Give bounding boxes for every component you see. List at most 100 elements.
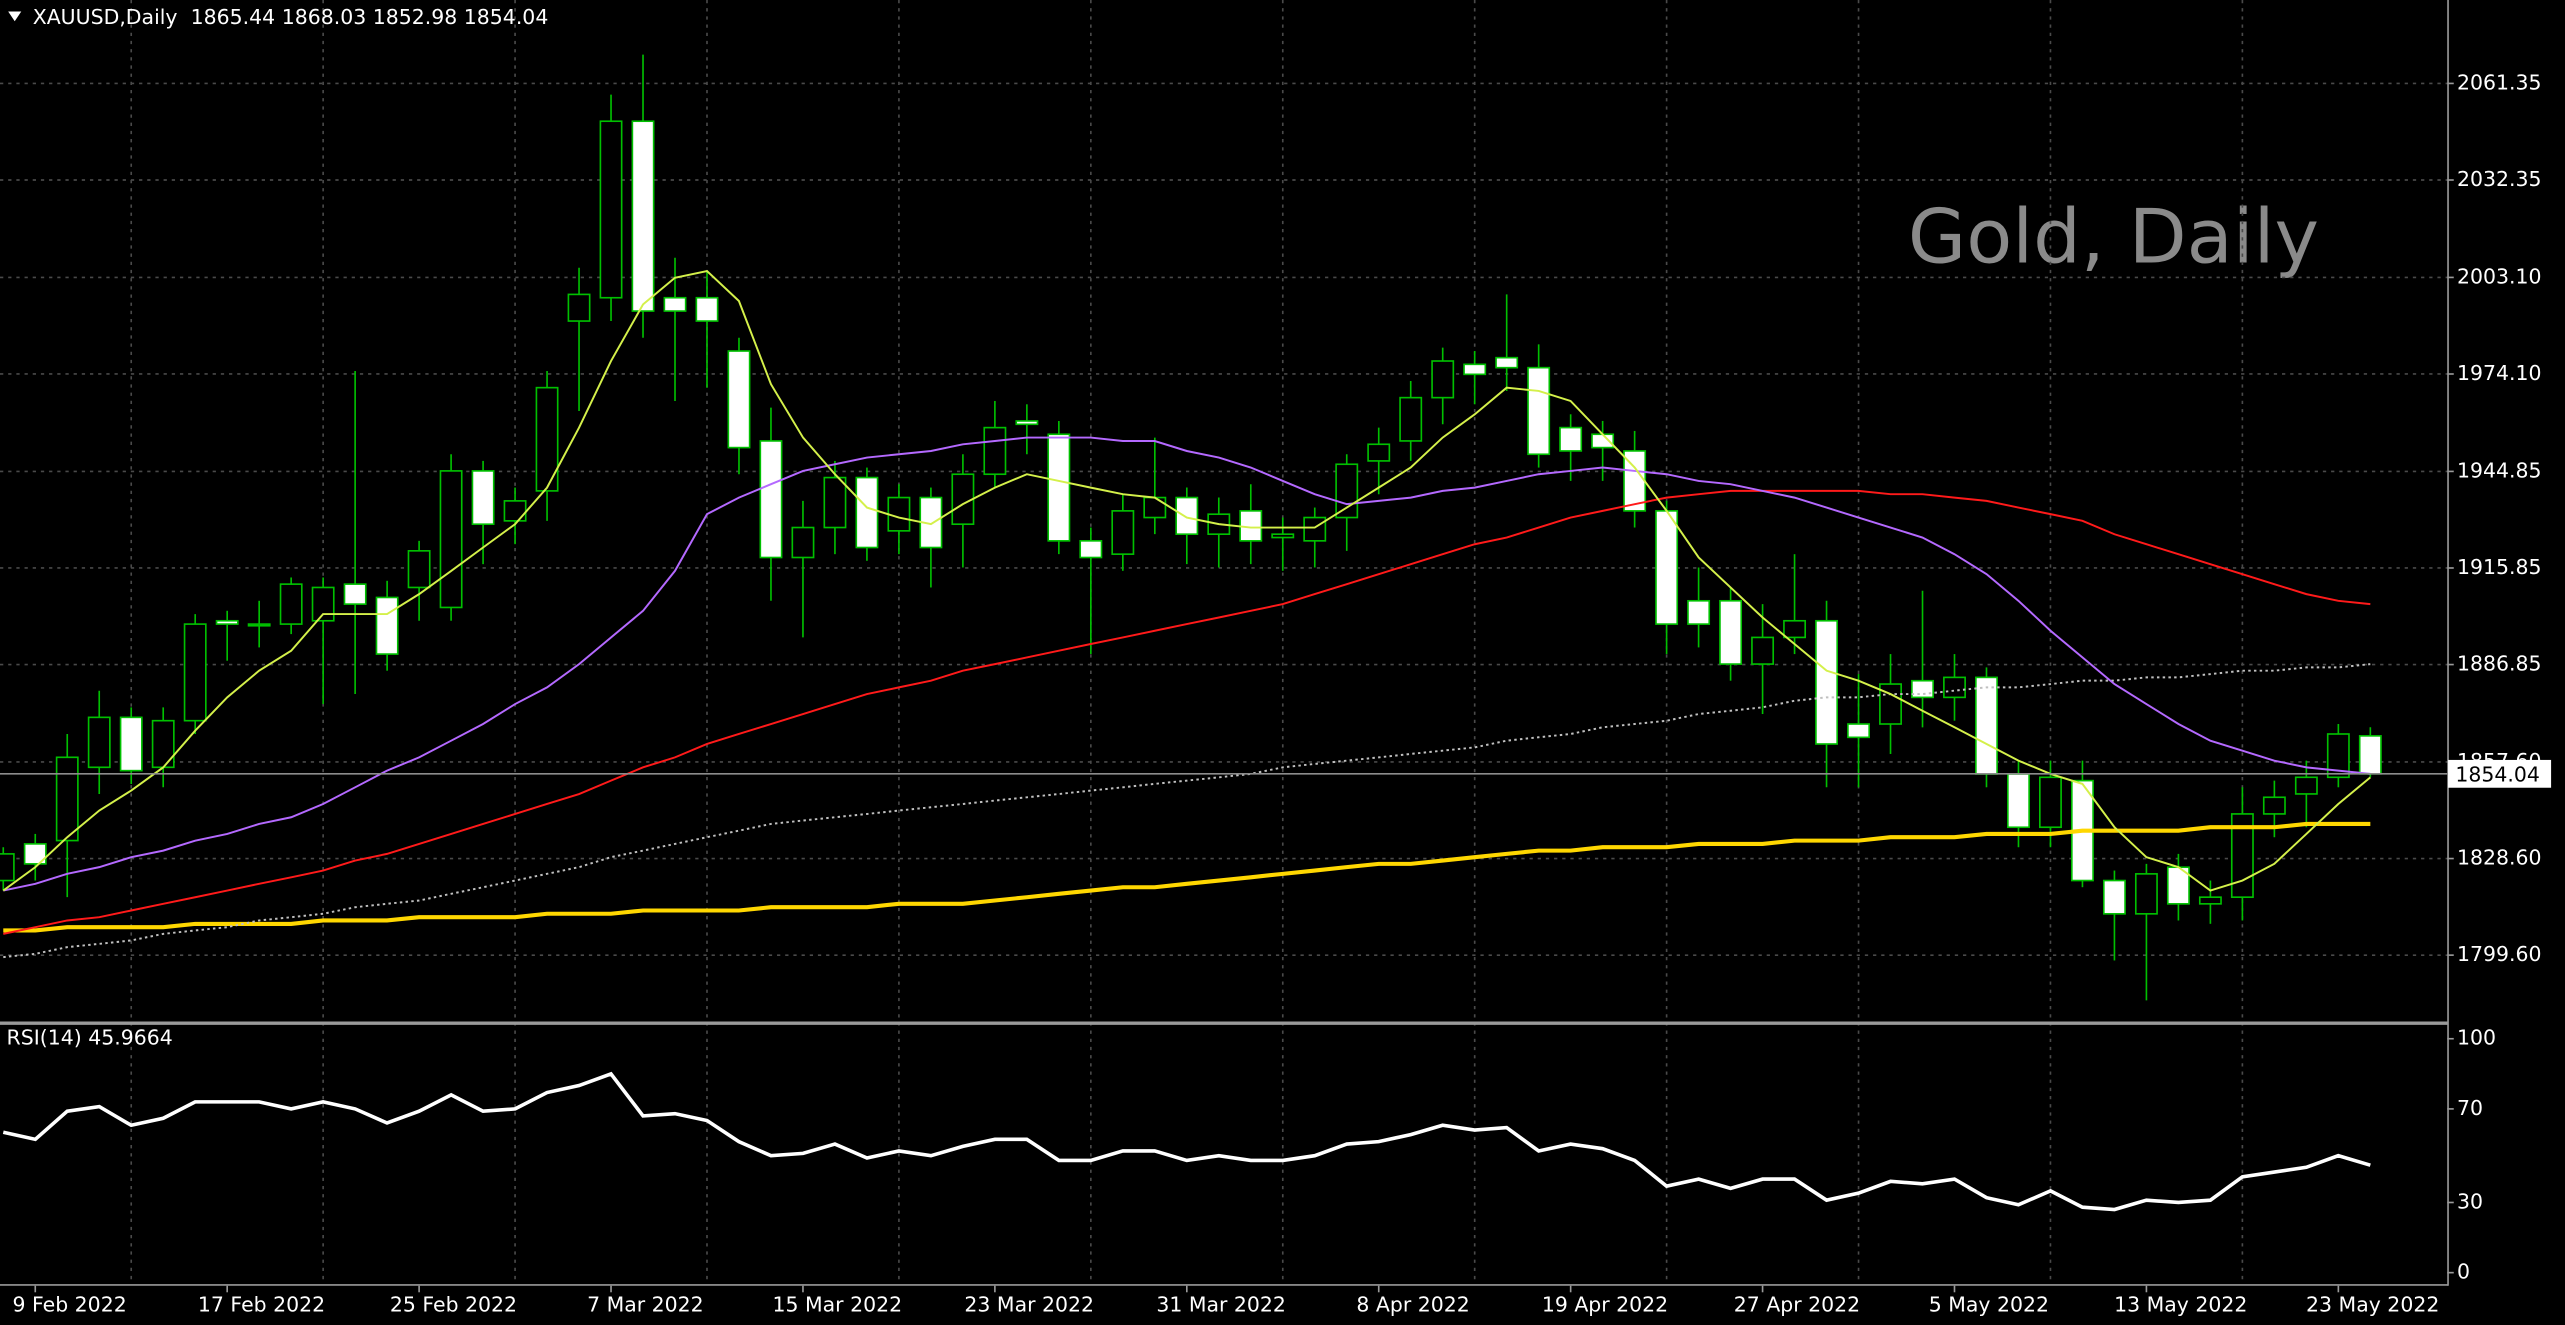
- y-tick-label: 1915.85: [2457, 555, 2542, 579]
- candle-body: [1175, 496, 1199, 536]
- moving-average: [3, 663, 2371, 959]
- header-high: 1868.03: [282, 5, 367, 29]
- symbol: XAUUSD,Daily: [33, 5, 178, 29]
- header-close: 1854.04: [464, 5, 549, 29]
- candle-body: [2230, 813, 2254, 899]
- chart-header: XAUUSD,Daily 1865.44 1868.03 1852.98 1854.04: [33, 5, 549, 29]
- x-tick-label: 17 Feb 2022: [198, 1292, 325, 1316]
- candle-body: [535, 386, 559, 492]
- rsi-value: 45.9664: [88, 1026, 173, 1050]
- x-tick-label: 27 Apr 2022: [1734, 1292, 1860, 1316]
- candle-body: [0, 853, 15, 882]
- candle-body: [1271, 533, 1295, 539]
- candle-body: [1655, 510, 1679, 625]
- candle-body: [87, 716, 111, 769]
- candle-body: [1367, 443, 1391, 462]
- candle-body: [2134, 873, 2158, 915]
- rsi-header: RSI(14) 45.9664: [7, 1026, 173, 1050]
- rsi-title: RSI(14): [7, 1026, 82, 1050]
- candle-body: [215, 619, 239, 625]
- x-tick-label: 9 Feb 2022: [13, 1292, 127, 1316]
- candle-body: [887, 496, 911, 532]
- x-tick-label: 8 Apr 2022: [1356, 1292, 1469, 1316]
- candle-body: [2198, 896, 2222, 905]
- watermark: Gold, Daily: [1908, 193, 2319, 281]
- candle-body: [1527, 366, 1551, 456]
- candle-body: [23, 843, 47, 865]
- candle-body: [503, 500, 527, 522]
- candle-body: [855, 476, 879, 549]
- menu-arrow[interactable]: [8, 11, 22, 22]
- candle-body: [2262, 796, 2286, 815]
- y-tick-label: 1799.60: [2457, 942, 2542, 966]
- candle-body: [1431, 360, 1455, 399]
- candle-body: [727, 350, 751, 449]
- y-tick-label: 70: [2457, 1096, 2483, 1120]
- candle-body: [1463, 363, 1487, 376]
- candle-body: [1847, 723, 1870, 739]
- candle-body: [1751, 636, 1775, 665]
- candle-body: [1495, 356, 1519, 369]
- candle-body: [1111, 510, 1135, 555]
- y-tick-label: 1944.85: [2457, 458, 2542, 482]
- candle-body: [471, 470, 495, 526]
- price-tag-label: 1854.04: [2455, 762, 2540, 786]
- x-tick-label: 19 Apr 2022: [1542, 1292, 1668, 1316]
- x-tick-label: 23 May 2022: [2306, 1292, 2439, 1316]
- moving-average: [3, 821, 2371, 933]
- moving-average: [2, 269, 2371, 892]
- candle-body: [1143, 496, 1167, 519]
- candle-body: [183, 623, 207, 722]
- candle-body: [695, 296, 719, 322]
- y-tick-label: 30: [2457, 1189, 2483, 1213]
- y-tick-label: 1886.85: [2457, 652, 2542, 676]
- candle-body: [119, 716, 143, 772]
- x-tick-label: 23 Mar 2022: [964, 1292, 1094, 1316]
- header-open: 1865.44: [191, 5, 276, 29]
- candle-body: [2294, 776, 2318, 795]
- moving-average: [3, 489, 2371, 935]
- candle-body: [1559, 426, 1583, 452]
- candle-body: [663, 296, 687, 312]
- y-tick-label: 1828.60: [2457, 846, 2542, 870]
- candle-body: [1335, 463, 1359, 519]
- candle-body: [439, 470, 463, 609]
- candle-body: [2102, 879, 2126, 915]
- candle-body: [759, 440, 783, 559]
- candle-body: [1079, 540, 1103, 559]
- candle-body: [2326, 733, 2350, 779]
- y-tick-label: 1974.10: [2457, 361, 2542, 385]
- candle-body: [1783, 619, 1807, 639]
- candle-body: [983, 426, 1007, 476]
- candle-body: [1015, 420, 1039, 426]
- x-tick-label: 15 Mar 2022: [773, 1292, 903, 1316]
- header-low: 1852.98: [373, 5, 458, 29]
- candle-body: [567, 293, 591, 322]
- candle-body: [375, 596, 399, 655]
- y-tick-label: 2032.35: [2457, 167, 2542, 191]
- candle-body: [279, 583, 303, 625]
- x-tick-label: 5 May 2022: [1929, 1292, 2049, 1316]
- candle-body: [1975, 676, 1998, 775]
- candle-body: [631, 120, 655, 312]
- candle-body: [1399, 396, 1423, 442]
- y-tick-label: 100: [2457, 1026, 2496, 1050]
- candle-body: [1047, 433, 1071, 542]
- moving-average: [3, 436, 2371, 892]
- candle-body: [1719, 599, 1743, 665]
- y-tick-label: 0: [2457, 1260, 2470, 1284]
- rsi-line: [2, 1071, 2371, 1212]
- x-tick-label: 7 Mar 2022: [587, 1292, 704, 1316]
- candle-body: [247, 623, 271, 627]
- candle-body: [1303, 516, 1327, 542]
- x-tick-label: 25 Feb 2022: [390, 1292, 517, 1316]
- x-tick-label: 31 Mar 2022: [1156, 1292, 1286, 1316]
- candle-body: [2007, 773, 2030, 829]
- candle-body: [311, 586, 335, 622]
- candle-body: [343, 583, 367, 605]
- y-tick-label: 2061.35: [2457, 70, 2542, 94]
- candle-body: [599, 120, 623, 299]
- x-tick-label: 13 May 2022: [2114, 1292, 2247, 1316]
